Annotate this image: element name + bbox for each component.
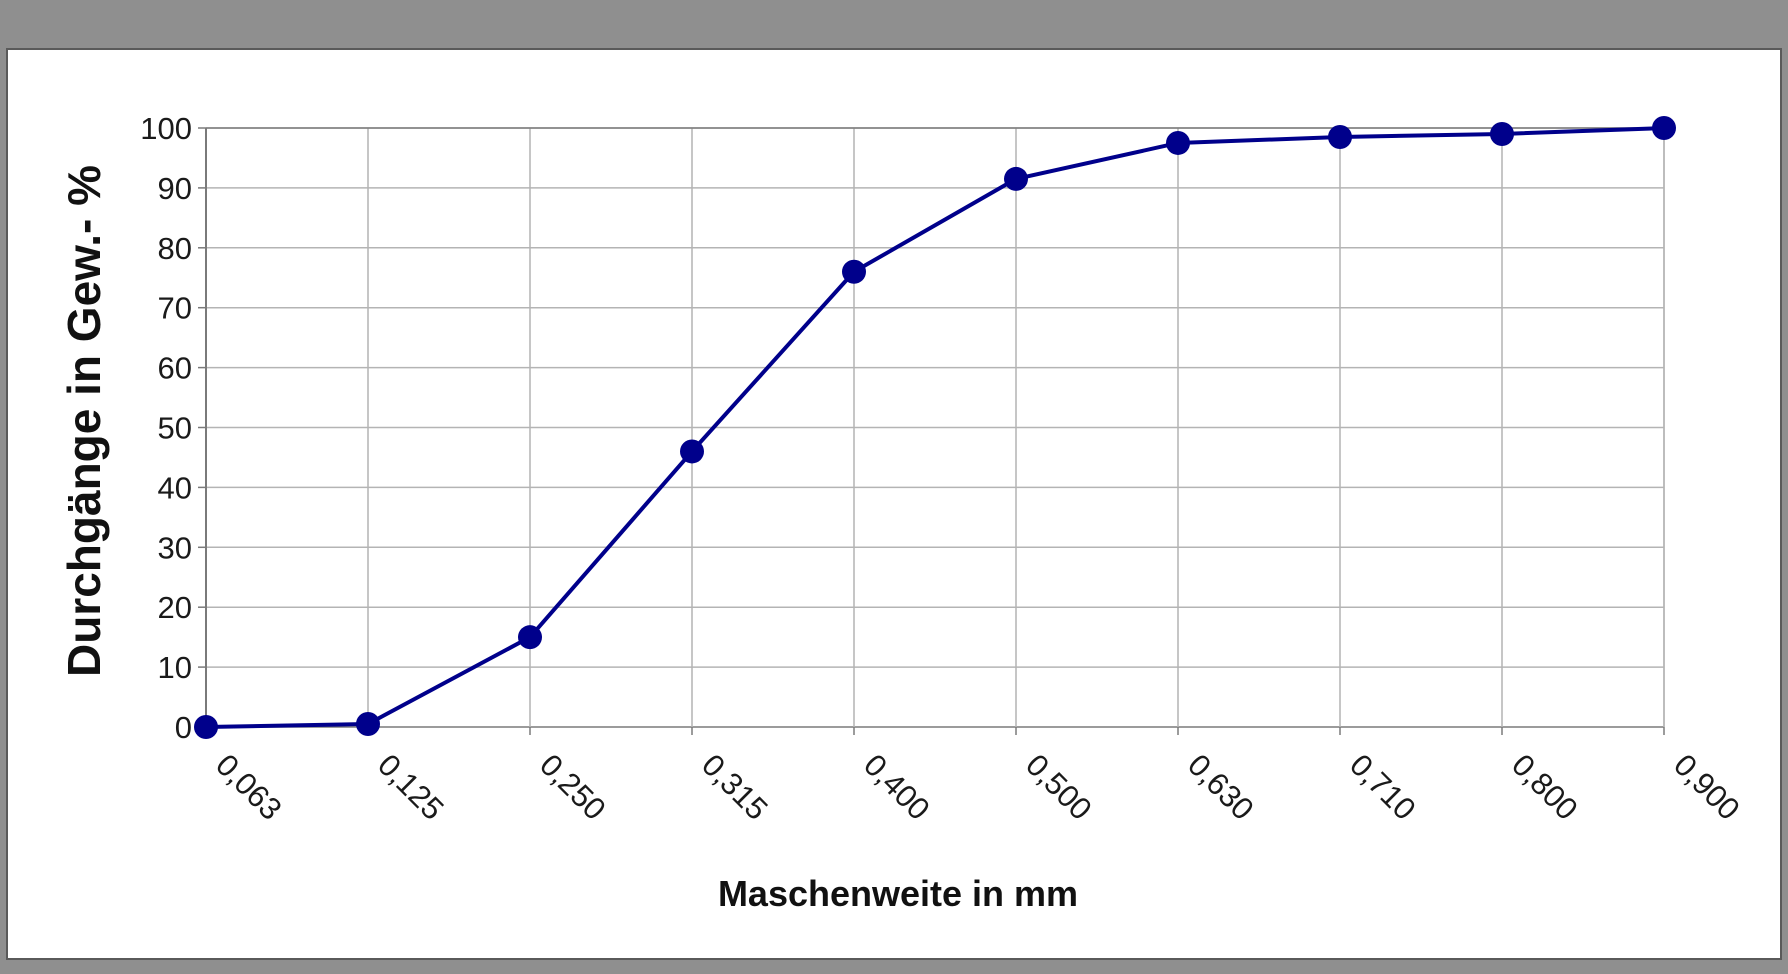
y-tick-label: 100 [140, 111, 192, 146]
x-tick-label: 0,315 [695, 747, 775, 827]
x-tick-label: 0,400 [857, 747, 937, 827]
y-tick-label: 0 [175, 710, 192, 745]
x-tick-label: 0,900 [1667, 747, 1747, 827]
data-point [1004, 166, 1028, 191]
x-tick-labels: 0,063 0,125 0,250 0,315 0,400 0,500 0,630 0,710… [209, 747, 1747, 827]
x-tick-label: 0,125 [371, 747, 451, 827]
y-tick-labels: 0 10 20 30 40 50 60 70 80 90 100 [140, 111, 192, 745]
axes [198, 127, 1665, 735]
data-point [842, 259, 866, 284]
data-point [1490, 121, 1514, 146]
data-points [194, 116, 1676, 739]
x-axis-title: Maschenweite in mm [718, 873, 1078, 914]
y-tick-label: 20 [158, 590, 192, 625]
data-point [518, 625, 542, 650]
data-point [356, 712, 380, 737]
x-tick-label: 0,063 [209, 747, 289, 827]
y-tick-label: 90 [158, 171, 192, 206]
y-tick-label: 60 [158, 351, 192, 386]
data-point [1328, 124, 1352, 149]
series-line-path [205, 126, 1665, 729]
grid-lines [206, 127, 1665, 728]
x-tick-label: 0,500 [1019, 747, 1099, 827]
y-tick-label: 50 [158, 411, 192, 446]
y-axis-title: Durchgänge in Gew.- % [58, 165, 110, 677]
data-point [194, 715, 218, 739]
chart-inner-border [6, 48, 1782, 960]
series-line [205, 126, 1665, 729]
y-tick-label: 80 [158, 231, 192, 266]
data-point [680, 439, 704, 464]
y-tick-label: 70 [158, 291, 192, 326]
y-tick-label: 10 [158, 650, 192, 685]
y-tick-label: 30 [158, 530, 192, 565]
data-point [1652, 116, 1676, 140]
y-tick-label: 40 [158, 470, 192, 505]
x-tick-label: 0,250 [533, 747, 613, 827]
x-tick-label: 0,710 [1343, 747, 1423, 827]
x-tick-label: 0,800 [1505, 747, 1585, 827]
x-tick-label: 0,630 [1181, 747, 1261, 827]
data-point [1166, 130, 1190, 155]
